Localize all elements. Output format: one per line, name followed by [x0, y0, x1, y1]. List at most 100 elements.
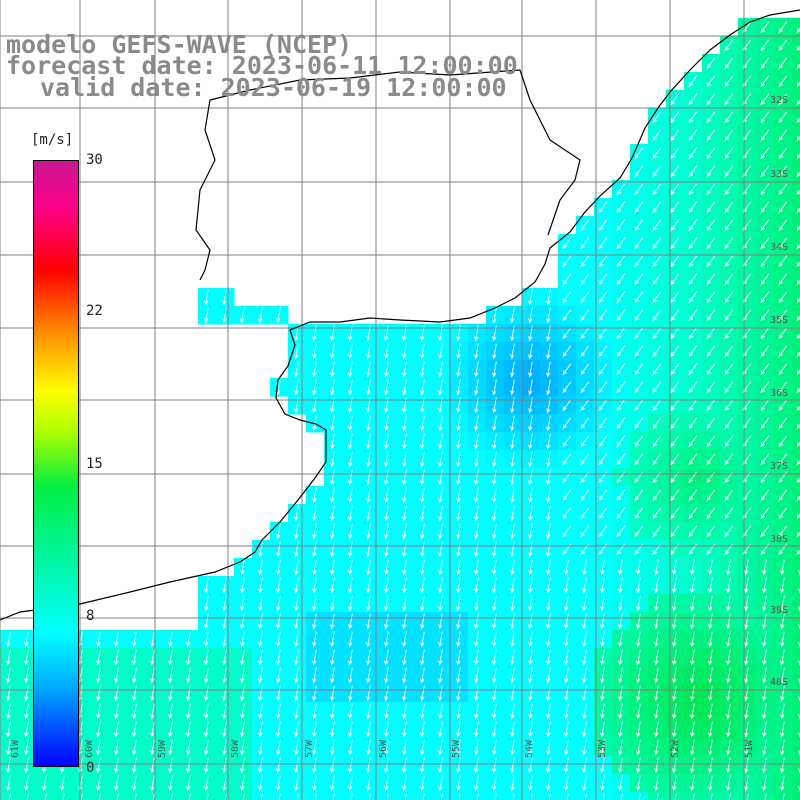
- wind-arrow: [150, 667, 155, 684]
- ocean-cell: [270, 792, 289, 800]
- wind-arrow: [706, 75, 716, 88]
- wind-arrow: [168, 649, 173, 666]
- wind-arrow: [240, 649, 245, 666]
- wind-arrow: [654, 631, 659, 648]
- wind-arrow: [420, 559, 425, 576]
- wind-arrow: [778, 75, 788, 88]
- wind-arrow: [780, 775, 785, 792]
- wind-arrow: [384, 613, 389, 630]
- wind-arrow: [690, 613, 695, 630]
- wind-arrow: [420, 613, 425, 630]
- wind-arrow: [438, 505, 443, 522]
- wind-arrow: [670, 525, 680, 538]
- wind-arrow: [474, 523, 479, 540]
- ocean-cell: [648, 792, 667, 800]
- wind-arrow: [204, 631, 209, 648]
- wind-arrow: [420, 433, 425, 450]
- wind-arrow: [402, 523, 407, 540]
- wind-arrow: [778, 345, 788, 358]
- wind-arrow: [420, 487, 425, 504]
- ocean-cell: [522, 792, 541, 800]
- ocean-cell: [792, 126, 800, 145]
- wind-arrow: [562, 345, 572, 358]
- wind-arrow: [546, 343, 551, 360]
- wind-arrow: [546, 523, 551, 540]
- wind-arrow: [656, 793, 659, 800]
- wind-arrow: [724, 291, 734, 304]
- wind-arrow: [492, 505, 497, 522]
- wind-arrow: [564, 685, 569, 702]
- wind-arrow: [492, 721, 497, 738]
- wind-arrow: [706, 147, 716, 160]
- wind-arrow: [760, 309, 770, 322]
- ocean-cell: [180, 792, 199, 800]
- wind-arrow: [312, 415, 317, 432]
- wind-arrow: [204, 595, 209, 612]
- wind-arrow: [706, 507, 716, 520]
- wind-arrow: [634, 381, 644, 394]
- ocean-cell: [792, 180, 800, 199]
- wind-arrow: [634, 453, 644, 466]
- wind-arrow: [618, 685, 623, 702]
- wind-arrow: [562, 525, 572, 538]
- wind-arrow: [706, 525, 716, 538]
- wind-arrow: [562, 381, 572, 394]
- wind-arrow: [708, 703, 713, 720]
- wind-arrow: [616, 255, 626, 268]
- wind-arrow: [724, 453, 734, 466]
- wind-arrow: [582, 613, 587, 630]
- wind-arrow: [330, 379, 335, 396]
- wind-arrow: [688, 381, 698, 394]
- lon-label: 59W: [157, 739, 168, 758]
- wind-arrow: [688, 327, 698, 340]
- wind-arrow: [276, 523, 281, 540]
- wind-arrow: [402, 433, 407, 450]
- wind-arrow: [366, 757, 371, 774]
- wind-arrow: [510, 487, 515, 504]
- wind-arrow: [474, 685, 479, 702]
- wind-arrow: [600, 559, 605, 576]
- wind-arrow: [688, 255, 698, 268]
- ocean-cell: [684, 792, 703, 800]
- ocean-cell: [792, 54, 800, 73]
- wind-arrow: [114, 631, 119, 648]
- wind-arrow: [760, 525, 770, 538]
- wind-arrow: [562, 327, 572, 340]
- wind-arrow: [204, 721, 209, 738]
- wind-arrow: [260, 793, 263, 800]
- wind-arrow: [616, 273, 626, 286]
- wind-arrow: [618, 595, 623, 612]
- wind-arrow: [348, 487, 353, 504]
- wind-arrow: [636, 559, 641, 576]
- wind-arrow: [618, 559, 623, 576]
- wind-arrow: [276, 757, 281, 774]
- wind-arrow: [636, 739, 641, 756]
- wind-arrow: [294, 343, 299, 360]
- wind-arrow: [778, 39, 788, 52]
- wind-arrow: [492, 361, 497, 378]
- wind-arrow: [510, 451, 515, 468]
- wind-arrow: [690, 757, 695, 774]
- wind-arrow: [688, 471, 698, 484]
- wind-arrow: [510, 559, 515, 576]
- wind-arrow: [438, 433, 443, 450]
- wind-arrow: [708, 775, 713, 792]
- wind-arrow: [456, 361, 461, 378]
- wind-arrow: [764, 793, 767, 800]
- wind-arrow: [616, 345, 626, 358]
- wind-arrow: [760, 345, 770, 358]
- wind-arrow: [222, 667, 227, 684]
- wind-arrow: [616, 435, 626, 448]
- wind-arrow: [564, 649, 569, 666]
- wind-arrow: [762, 613, 767, 630]
- wind-arrow: [438, 775, 443, 792]
- wind-arrow: [204, 649, 209, 666]
- wind-arrow: [744, 577, 749, 594]
- wind-arrow: [312, 541, 317, 558]
- wind-arrow: [312, 577, 317, 594]
- wind-arrow: [116, 793, 119, 800]
- wind-arrow: [582, 649, 587, 666]
- wind-arrow: [618, 775, 623, 792]
- ocean-cell: [108, 792, 127, 800]
- wind-arrow: [708, 757, 713, 774]
